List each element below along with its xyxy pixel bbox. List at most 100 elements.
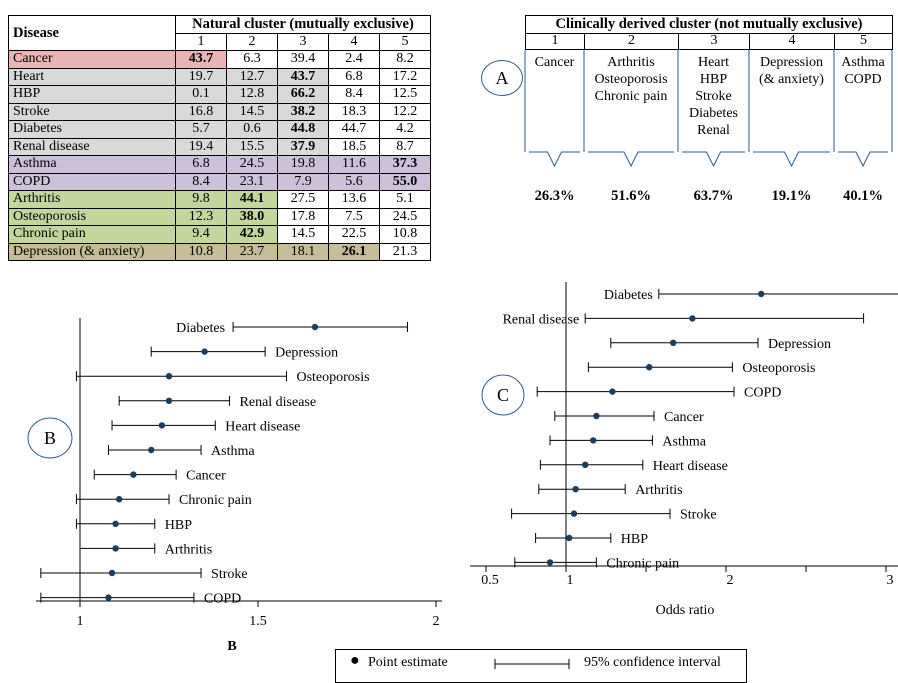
- point-estimate: [546, 559, 554, 566]
- panel-label: C: [497, 385, 509, 405]
- table-cell: 8.4: [175, 172, 227, 191]
- table-row: Diabetes 5.7 0.6 44.8 44.7 4.2: [8, 120, 431, 139]
- disease-name: Depression (& anxiety): [8, 242, 176, 261]
- item-label: COPD: [744, 386, 781, 401]
- panel-label-circle: [481, 374, 525, 416]
- cluster-number-5: 5: [379, 32, 431, 51]
- x-axis-title: Odds ratio: [656, 603, 715, 618]
- bracket-arrow: [588, 151, 674, 168]
- table-row: Renal disease 19.4 15.5 37.9 18.5 8.7: [8, 137, 431, 156]
- table-cell: 12.2: [379, 102, 431, 121]
- table-cell: 7.9: [277, 172, 329, 191]
- clinical-cluster-member: Heart: [697, 55, 730, 70]
- point-estimate: [165, 373, 173, 380]
- point-estimate: [758, 290, 765, 298]
- disease-name: Stroke: [8, 102, 176, 121]
- bracket-arrow: [753, 151, 830, 168]
- item-label: Osteoporosis: [742, 361, 815, 376]
- table-cell: 9.8: [175, 190, 227, 209]
- table-cell: 9.4: [175, 225, 227, 244]
- table-cell: 15.5: [226, 137, 278, 156]
- natural-cluster-table: Disease Natural cluster (mutually exclus…: [8, 15, 431, 261]
- table-row: Asthma 6.8 24.5 19.8 11.6 37.3: [8, 155, 431, 174]
- x-tick-label: 1: [77, 614, 84, 629]
- table-row: Stroke 16.8 14.5 38.2 18.3 12.2: [8, 102, 431, 121]
- table-cell: 0.6: [226, 120, 278, 139]
- item-label: Depression: [768, 337, 831, 352]
- point-estimate: [582, 461, 589, 468]
- table-cell: 14.5: [226, 102, 278, 121]
- table-cell: 44.7: [328, 120, 380, 139]
- table-cell: 39.4: [277, 50, 329, 69]
- clinical-cluster-member: Osteoporosis: [594, 72, 668, 87]
- item-label: COPD: [204, 592, 241, 607]
- clinical-cluster-member: Stroke: [695, 89, 732, 104]
- clinical-cluster-member: (& anxiety): [759, 72, 824, 87]
- bracket-arrow: [838, 151, 888, 168]
- table-cell: 43.7: [175, 50, 227, 69]
- table-cell: 13.6: [328, 190, 380, 209]
- table-cell: 16.8: [175, 102, 227, 121]
- table-cell: 7.5: [328, 207, 380, 226]
- natural-cluster-title: Natural cluster (mutually exclusive): [175, 15, 431, 34]
- clinical-cluster-member: Cancer: [534, 55, 575, 70]
- item-label: Asthma: [662, 434, 706, 449]
- clinical-cluster-number: 5: [834, 33, 893, 50]
- x-tick-label: 0.5: [481, 573, 499, 588]
- disease-name: HBP: [8, 85, 176, 104]
- cluster-number-4: 4: [328, 32, 380, 51]
- legend-point-label: Point estimate: [368, 655, 448, 670]
- table-cell: 8.2: [379, 50, 431, 69]
- panel-label: B: [44, 428, 56, 448]
- point-estimate: [646, 364, 653, 371]
- panel-caption: B: [227, 639, 236, 654]
- item-label: Arthritis: [165, 542, 212, 557]
- point-estimate: [593, 412, 600, 420]
- table-cell: 10.8: [379, 225, 431, 244]
- disease-name: Diabetes: [8, 120, 176, 139]
- table-cell: 12.3: [175, 207, 227, 226]
- table-cell: 18.3: [328, 102, 380, 121]
- table-cell: 21.3: [379, 242, 431, 261]
- point-estimate: [108, 569, 116, 577]
- table-cell: 8.4: [328, 85, 380, 104]
- disease-header: Disease: [8, 15, 176, 51]
- clinical-cluster-member: Diabetes: [689, 106, 738, 121]
- table-cell: 24.5: [226, 155, 278, 174]
- table-cell: 8.7: [379, 137, 431, 156]
- legend-point-marker: ●: [350, 652, 360, 669]
- point-estimate: [105, 594, 112, 601]
- point-estimate: [570, 510, 578, 517]
- x-tick-label: 1: [567, 573, 574, 588]
- table-cell: 37.9: [277, 137, 329, 156]
- item-label: HBP: [621, 532, 648, 547]
- table-cell: 19.8: [277, 155, 329, 174]
- clinical-cluster-members: Cancer: [525, 54, 584, 71]
- table-cell: 17.8: [277, 207, 329, 226]
- table-cell: 12.5: [379, 85, 431, 104]
- clinical-cluster-members: Arthritis Osteoporosis Chronic pain: [584, 54, 678, 105]
- item-label: Depression: [275, 346, 338, 361]
- item-label: Renal disease: [240, 395, 317, 410]
- table-cell: 4.2: [379, 120, 431, 139]
- clinical-cluster-percent: 51.6%: [611, 188, 651, 204]
- table-cell: 23.7: [226, 242, 278, 261]
- panel-a-label: A: [481, 60, 523, 96]
- point-estimate: [572, 486, 579, 493]
- table-cell: 19.4: [175, 137, 227, 156]
- table-cell: 26.1: [328, 242, 380, 261]
- x-tick-label: 2: [433, 614, 440, 629]
- table-cell: 38.2: [277, 102, 329, 121]
- clinical-cluster-member: Asthma: [841, 55, 885, 70]
- table-cell: 22.5: [328, 225, 380, 244]
- table-cell: 44.1: [226, 190, 278, 209]
- item-label: Heart disease: [653, 459, 728, 474]
- clinical-cluster-percent: 40.1%: [843, 188, 883, 204]
- table-cell: 0.1: [175, 85, 227, 104]
- disease-name: Chronic pain: [8, 225, 176, 244]
- table-cell: 38.0: [226, 207, 278, 226]
- clinical-cluster-percent: 63.7%: [693, 188, 734, 204]
- cluster-number-3: 3: [277, 32, 329, 51]
- clinical-cluster-members: Asthma COPD: [834, 54, 892, 88]
- table-cell: 18.1: [277, 242, 329, 261]
